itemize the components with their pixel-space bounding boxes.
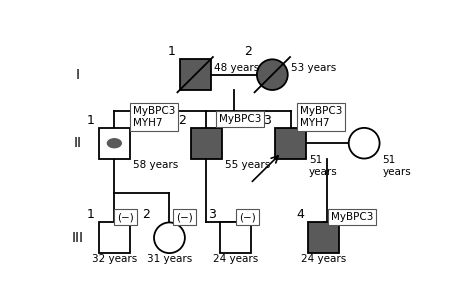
Text: 51
years: 51 years — [309, 155, 338, 177]
Text: (−): (−) — [176, 212, 193, 222]
Bar — [308, 223, 339, 253]
Ellipse shape — [257, 59, 288, 90]
Text: 48 years: 48 years — [213, 63, 259, 73]
Text: 2: 2 — [142, 208, 150, 221]
Circle shape — [108, 139, 121, 148]
Text: MyBPC3
MYH7: MyBPC3 MYH7 — [300, 106, 342, 128]
Text: 24 years: 24 years — [301, 254, 346, 264]
Text: 1: 1 — [87, 208, 94, 221]
Text: II: II — [73, 136, 82, 150]
Text: MyBPC3: MyBPC3 — [219, 114, 262, 124]
Text: 4: 4 — [337, 114, 344, 127]
Text: 32 years: 32 years — [92, 254, 137, 264]
Bar — [99, 128, 130, 158]
Text: 3: 3 — [208, 208, 216, 221]
Text: 51
years: 51 years — [383, 155, 411, 177]
Text: 31 years: 31 years — [147, 254, 192, 264]
Bar — [191, 128, 222, 158]
Text: 2: 2 — [179, 114, 186, 127]
Text: III: III — [72, 231, 83, 245]
Text: 3: 3 — [263, 114, 271, 127]
Text: 1: 1 — [167, 45, 175, 58]
Text: 24 years: 24 years — [213, 254, 258, 264]
Text: (−): (−) — [239, 212, 256, 222]
Text: I: I — [76, 68, 80, 82]
Ellipse shape — [349, 128, 380, 158]
Text: 53 years: 53 years — [291, 63, 336, 73]
Text: (−): (−) — [117, 212, 134, 222]
Text: 2: 2 — [245, 45, 253, 58]
Bar — [275, 128, 306, 158]
Bar — [220, 223, 251, 253]
Bar — [99, 223, 130, 253]
Ellipse shape — [154, 223, 185, 253]
Text: 4: 4 — [296, 208, 304, 221]
Text: MyBPC3
MYH7: MyBPC3 MYH7 — [133, 106, 175, 128]
Bar — [180, 59, 210, 90]
Text: 55 years: 55 years — [225, 160, 270, 170]
Text: 58 years: 58 years — [133, 160, 178, 170]
Text: MyBPC3: MyBPC3 — [331, 212, 374, 222]
Text: 1: 1 — [87, 114, 94, 127]
